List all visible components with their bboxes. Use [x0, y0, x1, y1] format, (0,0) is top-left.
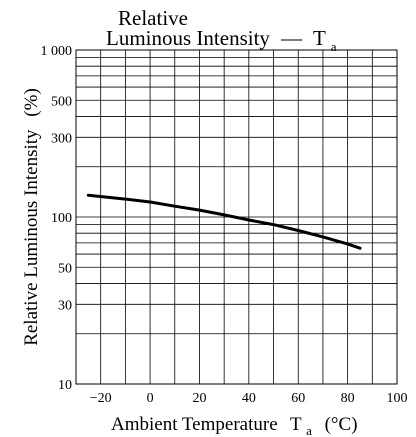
y-tick-label: 10: [58, 378, 72, 393]
chart-title-line2: Luminous Intensity — T a: [106, 26, 337, 54]
y-tick-label: 100: [51, 211, 72, 226]
x-tick-label: 40: [242, 391, 256, 406]
y-tick-labels: 1 000 500 300 100 50 30 10: [41, 44, 73, 393]
x-tick-label: 60: [291, 391, 305, 406]
x-tick-label: −20: [90, 391, 112, 406]
y-tick-label: 1 000: [41, 44, 73, 59]
plot-frame: [75, 49, 398, 385]
y-tick-label: 50: [58, 261, 72, 276]
x-axis-label: Ambient Temperature T a (°C): [111, 414, 358, 437]
grid: [75, 49, 398, 385]
x-tick-label: 100: [387, 391, 408, 406]
x-tick-label: 20: [192, 391, 206, 406]
x-tick-label: 80: [341, 391, 355, 406]
series-line: [86, 193, 362, 250]
series-layer: [86, 193, 362, 250]
y-tick-label: 500: [51, 94, 72, 109]
x-tick-label: 0: [147, 391, 154, 406]
y-axis-label: Relative Luminous Intensity (%): [21, 88, 42, 346]
y-tick-label: 300: [51, 131, 72, 146]
x-tick-labels: −20 0 20 40 60 80 100: [90, 391, 408, 406]
chart-title: Relative Luminous Intensity — T a: [106, 6, 337, 54]
chart-title-line1: Relative: [118, 6, 188, 30]
y-tick-label: 30: [58, 298, 72, 313]
